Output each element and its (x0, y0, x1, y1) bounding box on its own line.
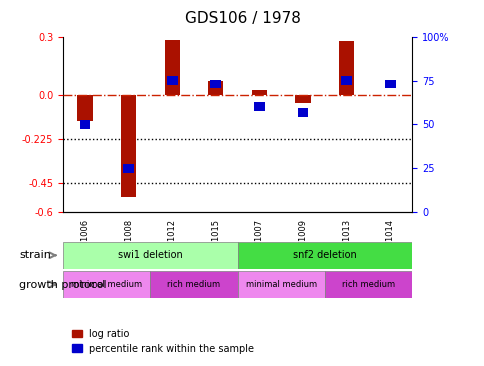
Bar (121, 95, 136, 197)
FancyBboxPatch shape (237, 242, 411, 269)
Text: minimal medium: minimal medium (71, 280, 142, 289)
Bar (254, 102, 264, 111)
Bar (384, 80, 395, 89)
Bar (210, 80, 221, 89)
FancyBboxPatch shape (150, 271, 237, 298)
Text: strain: strain (19, 250, 51, 260)
Bar (341, 76, 351, 85)
Text: growth protocol: growth protocol (19, 280, 107, 290)
FancyBboxPatch shape (324, 271, 411, 298)
Bar (295, 95, 310, 103)
Text: rich medium: rich medium (167, 280, 220, 289)
Bar (338, 41, 354, 95)
Text: GDS106 / 1978: GDS106 / 1978 (184, 11, 300, 26)
Text: swi1 deletion: swi1 deletion (118, 250, 182, 260)
FancyBboxPatch shape (237, 271, 324, 298)
FancyBboxPatch shape (63, 271, 150, 298)
Bar (251, 90, 267, 95)
Bar (208, 82, 223, 95)
Text: minimal medium: minimal medium (245, 280, 316, 289)
Text: snf2 deletion: snf2 deletion (292, 250, 356, 260)
Bar (79, 120, 90, 129)
Bar (123, 164, 134, 173)
Bar (166, 76, 177, 85)
Text: rich medium: rich medium (341, 280, 394, 289)
Bar (77, 95, 92, 120)
Bar (164, 40, 180, 95)
FancyBboxPatch shape (63, 242, 237, 269)
Legend: log ratio, percentile rank within the sample: log ratio, percentile rank within the sa… (68, 325, 257, 358)
Bar (297, 108, 308, 116)
